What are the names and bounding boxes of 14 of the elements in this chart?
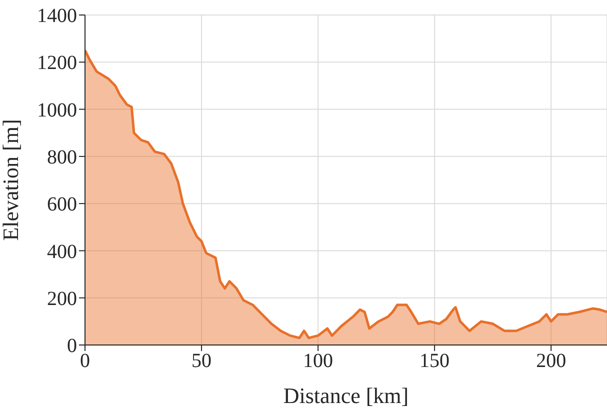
y-tick-label: 1200 [37,52,77,74]
x-axis-title: Distance [km] [283,383,409,408]
x-tick-label: 100 [303,350,334,372]
y-tick-label: 400 [47,240,77,263]
x-tick-label: 50 [192,350,212,372]
y-tick-label: 200 [47,288,77,310]
x-tick-label: 200 [536,350,566,372]
y-tick-label: 600 [47,194,77,216]
y-tick-label: 800 [47,146,77,169]
x-tick-label: 150 [420,350,450,372]
y-axis-title: Elevation [m] [0,119,23,241]
y-tick-label: 1400 [37,5,77,28]
y-tick-label: 1000 [37,99,77,122]
y-tick-label: 0 [67,335,77,358]
